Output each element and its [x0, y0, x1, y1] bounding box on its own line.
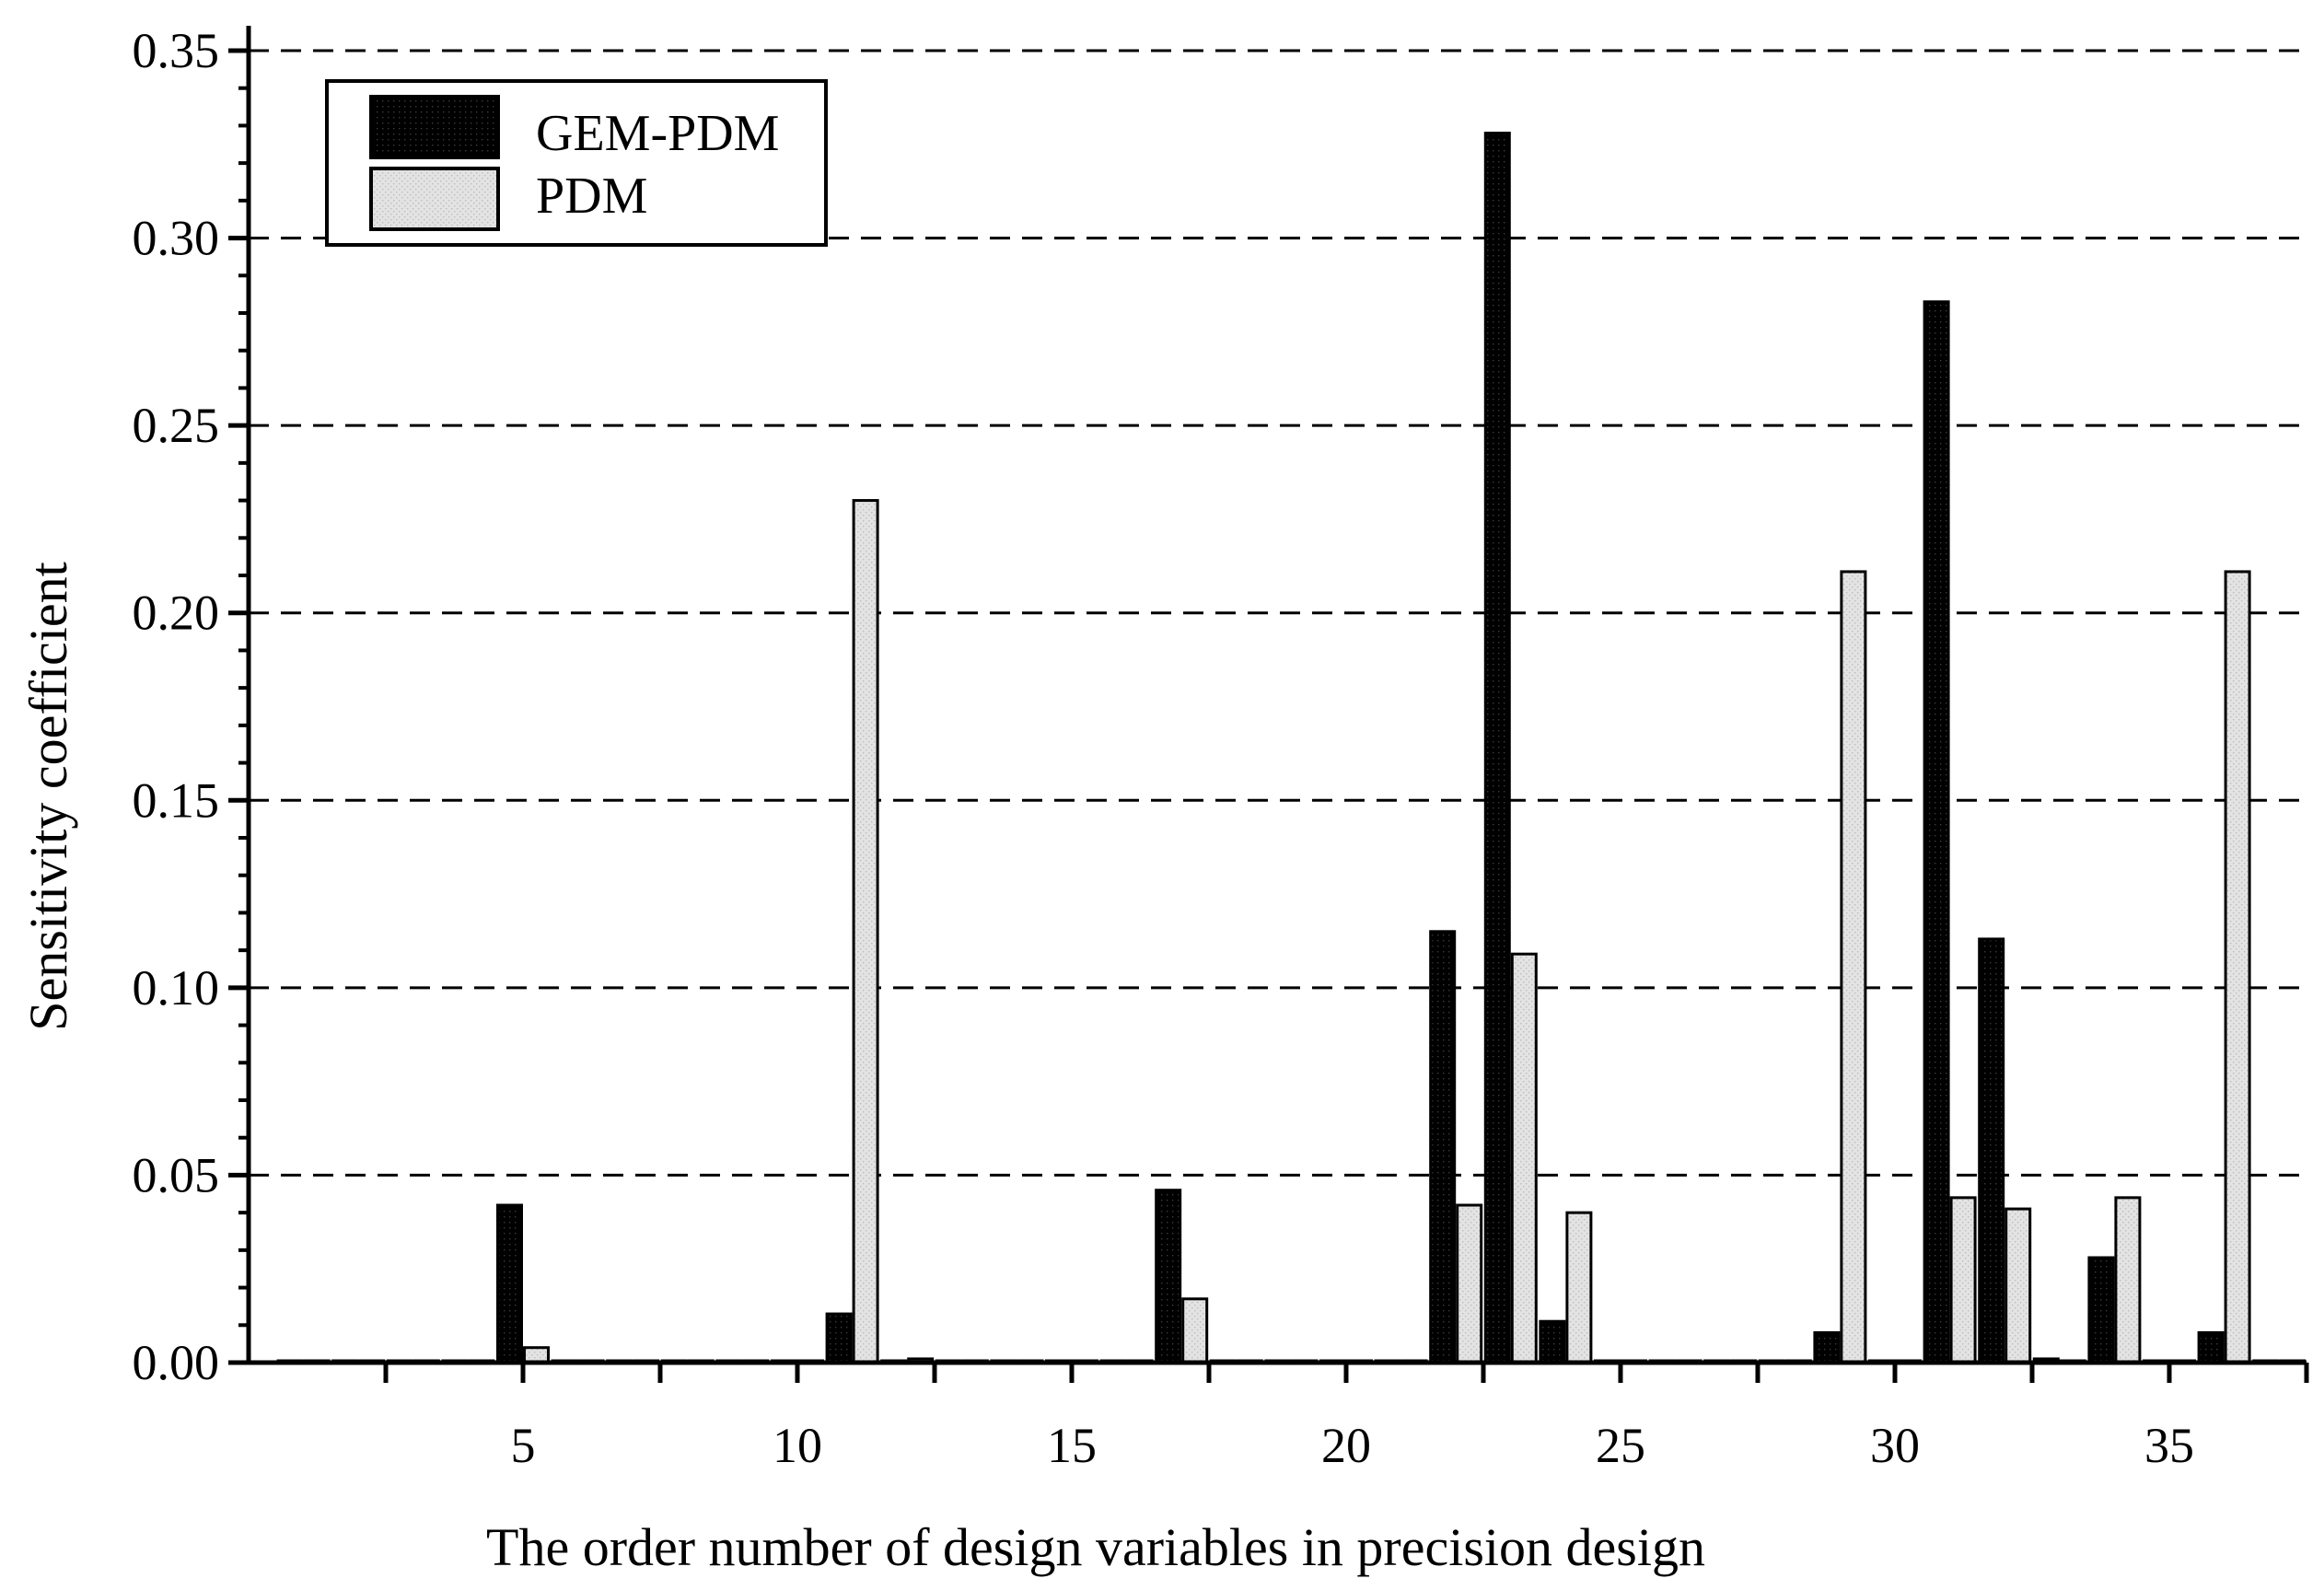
bar-gem-pdm-17 — [1155, 1189, 1182, 1364]
y-tick-label-7: 0.35 — [133, 23, 220, 78]
bar-gem-pdm-29 — [1813, 1330, 1841, 1364]
bar-gem-pdm-11 — [825, 1312, 853, 1364]
y-tick-label-0: 0.00 — [133, 1335, 220, 1390]
bars — [276, 132, 2307, 1364]
x-tick-label-5: 30 — [1870, 1418, 1920, 1473]
bar-pdm-36 — [2224, 570, 2251, 1364]
legend-swatch-gem-pdm — [369, 95, 500, 159]
x-tick-label-1: 10 — [773, 1418, 822, 1473]
bar-pdm-11 — [852, 499, 879, 1364]
y-axis-title: Sensitivity coefficient — [18, 562, 78, 1031]
legend-label-gem-pdm: GEM-PDM — [536, 105, 779, 162]
bar-pdm-22 — [1456, 1203, 1483, 1364]
bar-gem-pdm-22 — [1429, 930, 1457, 1364]
ticks: 0.00 0.05 0.10 0.15 0.20 0.25 0.30 0.35 5 10 15 20 2… — [133, 23, 2309, 1473]
bar-gem-pdm-23 — [1483, 132, 1511, 1364]
bar-gem-pdm-34 — [2087, 1256, 2115, 1364]
legend: GEM-PDM PDM — [325, 79, 828, 247]
y-tick-label-1: 0.05 — [133, 1147, 220, 1202]
y-tick-label-2: 0.10 — [133, 960, 220, 1016]
y-tick-label-6: 0.30 — [133, 211, 220, 266]
bar-gem-pdm-31 — [1923, 300, 1950, 1364]
x-tick-label-4: 25 — [1596, 1418, 1645, 1473]
axes — [246, 26, 2307, 1365]
y-tick-label-5: 0.25 — [133, 398, 220, 453]
bar-pdm-29 — [1840, 570, 1867, 1364]
bar-pdm-34 — [2114, 1196, 2142, 1364]
y-tick-label-4: 0.20 — [133, 586, 220, 641]
bar-gem-pdm-36 — [2197, 1330, 2225, 1364]
x-tick-label-0: 5 — [511, 1418, 536, 1473]
gridlines — [249, 49, 2307, 1177]
bar-gem-pdm-24 — [1539, 1319, 1566, 1364]
x-tick-label-3: 20 — [1321, 1418, 1371, 1473]
bar-pdm-32 — [2004, 1207, 2032, 1364]
bar-pdm-24 — [1565, 1211, 1593, 1364]
x-tick-label-6: 35 — [2144, 1418, 2194, 1473]
bar-pdm-23 — [1510, 952, 1538, 1364]
bar-gem-pdm-5 — [496, 1203, 523, 1364]
y-tick-label-3: 0.15 — [133, 772, 220, 828]
legend-label-pdm: PDM — [536, 168, 647, 225]
x-tick-label-2: 15 — [1047, 1418, 1097, 1473]
bar-gem-pdm-32 — [1978, 937, 2005, 1364]
bar-pdm-31 — [1949, 1196, 1977, 1364]
x-axis-title: The order number of design variables in … — [486, 1517, 1705, 1577]
bar-pdm-17 — [1181, 1297, 1209, 1364]
legend-swatch-pdm — [369, 167, 500, 231]
